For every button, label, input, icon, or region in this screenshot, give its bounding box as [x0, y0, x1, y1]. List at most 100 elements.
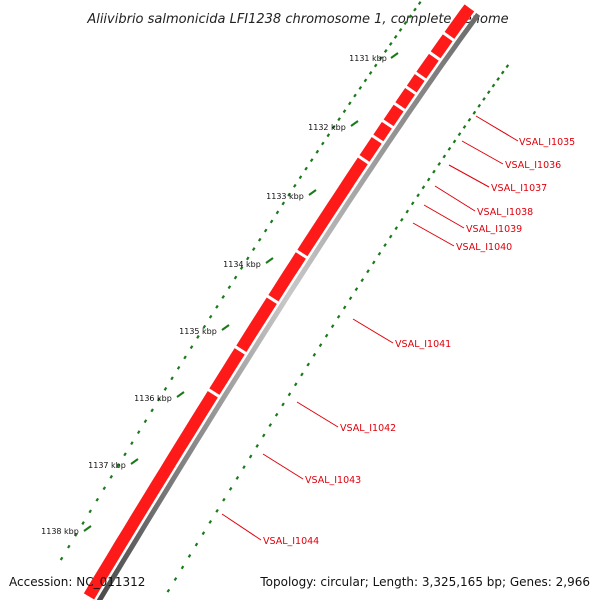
- gc-skew-dot: [187, 554, 192, 558]
- gc-skew-dot: [320, 141, 325, 146]
- gene-label-vsal-i1043[interactable]: VSAL_I1043: [305, 475, 361, 486]
- gc-skew-dot: [358, 85, 363, 90]
- gc-skew-dot: [354, 287, 359, 292]
- gc-skew-dot: [482, 97, 486, 101]
- gc-skew-dot: [388, 234, 393, 239]
- tick-mark: [390, 52, 399, 59]
- tick-label-1131: 1131 kbp: [349, 54, 387, 63]
- gene-label-vsal-i1035[interactable]: VSAL_I1035: [519, 137, 575, 148]
- gene-separator: [370, 133, 385, 145]
- gene-separator: [413, 71, 428, 82]
- gc-skew-dot: [166, 588, 171, 593]
- gc-skew-dot: [324, 333, 329, 338]
- gc-skew-dot: [363, 78, 368, 83]
- gc-skew-dot: [239, 266, 244, 270]
- gene-separator: [233, 345, 248, 356]
- tick-mark: [176, 391, 185, 398]
- tick-mark: [83, 525, 92, 532]
- gc-skew-dot: [228, 486, 233, 491]
- gc-skew-dot: [227, 285, 232, 290]
- gc-skew-dot: [373, 63, 378, 68]
- gc-skew-dot: [304, 166, 308, 171]
- leader-line: [262, 453, 304, 480]
- gc-skew-dot: [447, 146, 452, 151]
- gc-skew-dot: [281, 201, 286, 206]
- gc-skew-dot: [309, 158, 314, 163]
- gc-skew-dot: [416, 193, 420, 198]
- gene-labels: VSAL_I1035 VSAL_I1036 VSAL_I1037 VSAL_I1…: [221, 115, 575, 547]
- gene-label-vsal-i1039[interactable]: VSAL_I1039: [466, 224, 522, 235]
- gc-skew-dot: [368, 70, 373, 75]
- gene-label-vsal-i1044[interactable]: VSAL_I1044: [263, 536, 319, 547]
- gc-skew-dot: [403, 21, 408, 26]
- map-title: Aliivibrio salmonicida LFI1238 chromosom…: [86, 12, 508, 27]
- gc-skew-dot: [413, 7, 417, 12]
- gc-skew-dot: [467, 117, 472, 122]
- gc-skew-dot: [353, 93, 357, 98]
- gc-skew-dot: [233, 275, 238, 280]
- gc-skew-dot: [360, 278, 365, 283]
- gc-skew-dot: [292, 183, 297, 188]
- gc-skew-dot: [251, 247, 256, 251]
- leader-line: [352, 318, 394, 344]
- gc-skew-dot: [388, 41, 393, 46]
- gc-skew-dot: [432, 169, 436, 174]
- gc-skew-dot: [366, 269, 370, 274]
- gc-skew-dot: [377, 251, 382, 256]
- gc-skew-dot: [336, 314, 341, 319]
- gc-skew-dot: [194, 542, 199, 547]
- gc-skew-dot: [248, 454, 253, 459]
- gene-label-vsal-i1037[interactable]: VSAL_I1037: [491, 183, 547, 194]
- gc-skew-dot: [393, 34, 398, 39]
- gc-skew-dot: [426, 177, 431, 182]
- gene-separator: [294, 249, 309, 260]
- tick-label-1133: 1133 kbp: [266, 192, 304, 201]
- gc-skew-dot: [261, 433, 266, 438]
- gene-separator: [381, 118, 395, 130]
- gc-skew-dot: [496, 77, 500, 81]
- gc-skew-dot: [157, 397, 161, 402]
- gc-skew-dot: [405, 209, 410, 214]
- gc-skew-dot: [315, 149, 320, 154]
- gc-skew-dot: [275, 210, 280, 215]
- tick-label-1132: 1132 kbp: [308, 123, 346, 132]
- gc-skew-dot: [293, 382, 298, 387]
- gc-skew-dot: [245, 256, 250, 261]
- gc-skew-dot: [331, 125, 336, 130]
- gc-skew-dot: [330, 324, 335, 329]
- tick-label-1135: 1135 kbp: [179, 327, 217, 336]
- gc-skew-dot: [189, 345, 194, 350]
- gc-skew-dot: [491, 83, 496, 88]
- gc-skew-dot: [116, 463, 120, 468]
- tick-label-1137: 1137 kbp: [88, 461, 126, 470]
- gene-separator: [392, 101, 407, 113]
- gc-skew-dot: [281, 402, 285, 407]
- leader-line: [475, 115, 519, 142]
- gc-skew-dot: [337, 117, 341, 122]
- gc-skew-dot: [312, 352, 317, 357]
- tick-mark: [221, 324, 230, 331]
- gc-skew-dot: [102, 486, 107, 491]
- gene-label-vsal-i1036[interactable]: VSAL_I1036: [505, 160, 561, 171]
- gene-label-vsal-i1042[interactable]: VSAL_I1042: [340, 423, 396, 434]
- gc-skew-dot: [180, 565, 185, 570]
- gc-skew-dot: [318, 343, 323, 348]
- gc-skew-dot: [326, 133, 331, 138]
- gc-skew-dot: [163, 386, 168, 391]
- gc-skew-dot: [208, 520, 213, 524]
- gc-skew-dot: [348, 296, 353, 301]
- gc-skew-dot: [383, 49, 388, 53]
- gc-skew-dot: [347, 101, 352, 106]
- gc-skew-dot: [383, 243, 387, 248]
- gc-skew-dot: [123, 452, 127, 457]
- gc-skew-dot: [130, 441, 134, 446]
- gc-skew-dot: [477, 103, 482, 108]
- gc-skew-dot: [505, 64, 510, 69]
- tick-label-1138: 1138 kbp: [41, 527, 79, 536]
- gene-label-vsal-i1041[interactable]: VSAL_I1041: [395, 339, 451, 350]
- gene-label-vsal-i1038[interactable]: VSAL_I1038: [477, 207, 533, 218]
- gene-label-vsal-i1040[interactable]: VSAL_I1040: [456, 242, 512, 253]
- gc-skew-dot: [88, 509, 92, 514]
- gene-separator: [265, 294, 280, 305]
